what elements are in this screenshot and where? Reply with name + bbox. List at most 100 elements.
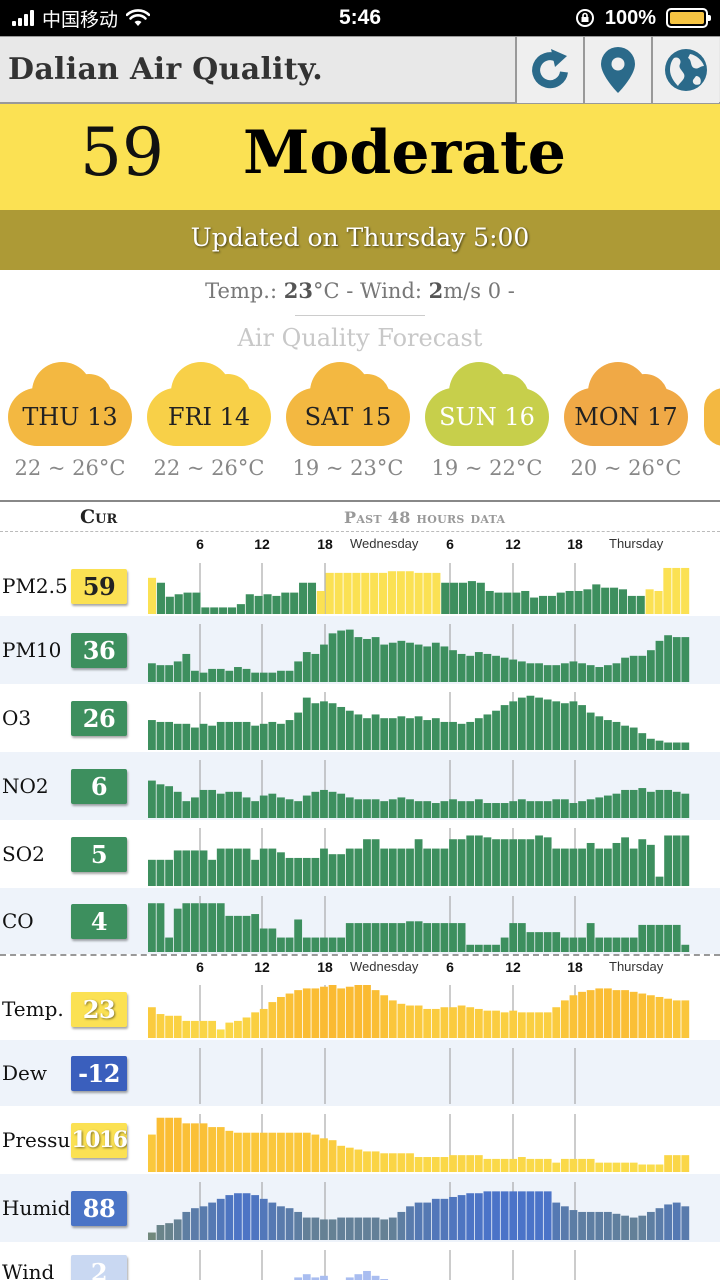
history-bar <box>638 924 647 952</box>
history-bar <box>388 1000 397 1038</box>
history-bar <box>440 848 449 886</box>
axis-tick-label: 18 <box>567 536 583 552</box>
history-bar <box>494 592 503 614</box>
history-bar <box>259 928 268 952</box>
history-bar <box>638 733 647 750</box>
history-bar <box>423 848 432 886</box>
history-bar <box>371 714 380 750</box>
history-bar <box>337 988 346 1038</box>
history-bar <box>191 903 199 952</box>
history-bar <box>216 1198 225 1240</box>
history-bar <box>655 740 664 750</box>
history-bar <box>672 1155 681 1172</box>
history-bar <box>242 721 251 750</box>
history-bar <box>586 1158 595 1172</box>
temp-value: 23 <box>283 278 313 303</box>
history-bar <box>457 1005 466 1038</box>
history-bar <box>414 921 423 952</box>
history-bar <box>500 1191 509 1240</box>
history-bar <box>569 701 578 750</box>
history-bar <box>526 663 535 682</box>
refresh-button[interactable] <box>515 37 583 103</box>
status-left: 中国移动 <box>12 0 151 36</box>
history-bar <box>414 839 423 886</box>
axis-tick-label: 6 <box>446 536 454 552</box>
history-bar <box>517 1012 526 1038</box>
history-bar <box>294 919 303 952</box>
history-bar <box>165 786 174 818</box>
refresh-icon <box>532 49 568 89</box>
history-bar <box>268 848 277 886</box>
forecast-day-label: FRI 14 <box>167 403 251 431</box>
history-bar <box>216 793 225 818</box>
location-button[interactable] <box>583 37 651 103</box>
history-bar <box>388 799 397 818</box>
history-bar <box>440 721 449 750</box>
history-bar <box>466 944 475 952</box>
history-bar <box>165 721 174 750</box>
history-bar <box>621 789 629 818</box>
history-bar <box>199 789 208 818</box>
history-bar <box>268 672 277 682</box>
history-bar <box>156 1225 165 1240</box>
history-bar <box>227 607 237 614</box>
history-bar <box>268 721 277 750</box>
history-bar <box>199 1206 208 1240</box>
history-bar <box>165 859 174 886</box>
location-pin-icon <box>601 47 635 93</box>
history-bar <box>500 705 509 750</box>
history-bar <box>457 839 466 886</box>
history-bar <box>148 577 157 614</box>
history-bar <box>363 799 371 818</box>
history-bar <box>672 637 681 682</box>
battery-percent: 100% <box>604 6 656 29</box>
weather-summary: Temp.: 23°C - Wind: 2m/s 0 - <box>0 278 720 303</box>
current-value-badge: 4 <box>71 904 127 939</box>
history-bar <box>457 723 466 750</box>
history-bar <box>173 723 182 750</box>
history-bar <box>672 1202 681 1240</box>
history-bar <box>328 1140 337 1172</box>
history-bar <box>595 1211 604 1240</box>
history-bar <box>646 738 655 750</box>
history-bar <box>638 1215 647 1240</box>
history-bar <box>219 607 228 614</box>
history-bar <box>397 848 406 886</box>
history-bar <box>592 584 601 614</box>
axis-tick-label: 6 <box>196 536 204 552</box>
history-bar <box>535 1158 543 1172</box>
history-bar <box>457 653 466 682</box>
history-bar <box>380 848 389 886</box>
history-bar <box>397 1211 406 1240</box>
forecast-day: THU 13 22 ~ 26°C <box>8 360 132 480</box>
history-bar <box>526 695 535 750</box>
history-bar <box>285 857 294 886</box>
history-bar <box>302 652 311 682</box>
history-bar <box>543 932 552 952</box>
history-bar-chart <box>148 1048 690 1104</box>
history-bar <box>388 642 397 682</box>
history-bar <box>165 1015 174 1038</box>
history-bar <box>509 659 518 682</box>
history-bar <box>552 1162 561 1172</box>
history-bar <box>363 638 371 682</box>
history-bar <box>423 1202 432 1240</box>
history-bar <box>449 1007 457 1038</box>
history-bar <box>320 1219 328 1240</box>
status-bar: 中国移动 5:46 100% <box>0 0 720 36</box>
history-bar <box>440 923 449 952</box>
history-bar <box>664 1155 672 1172</box>
history-bar <box>603 848 612 886</box>
history-bar <box>245 594 254 614</box>
history-bar <box>547 595 556 614</box>
history-bar <box>638 839 647 886</box>
history-bar <box>629 991 638 1038</box>
globe-button[interactable] <box>651 37 719 103</box>
history-bar <box>500 803 509 818</box>
history-bar <box>672 791 681 818</box>
history-bar <box>517 799 526 818</box>
history-bar <box>363 1151 371 1172</box>
history-bar <box>517 661 526 682</box>
history-bar <box>509 839 518 886</box>
history-bar <box>307 582 317 614</box>
